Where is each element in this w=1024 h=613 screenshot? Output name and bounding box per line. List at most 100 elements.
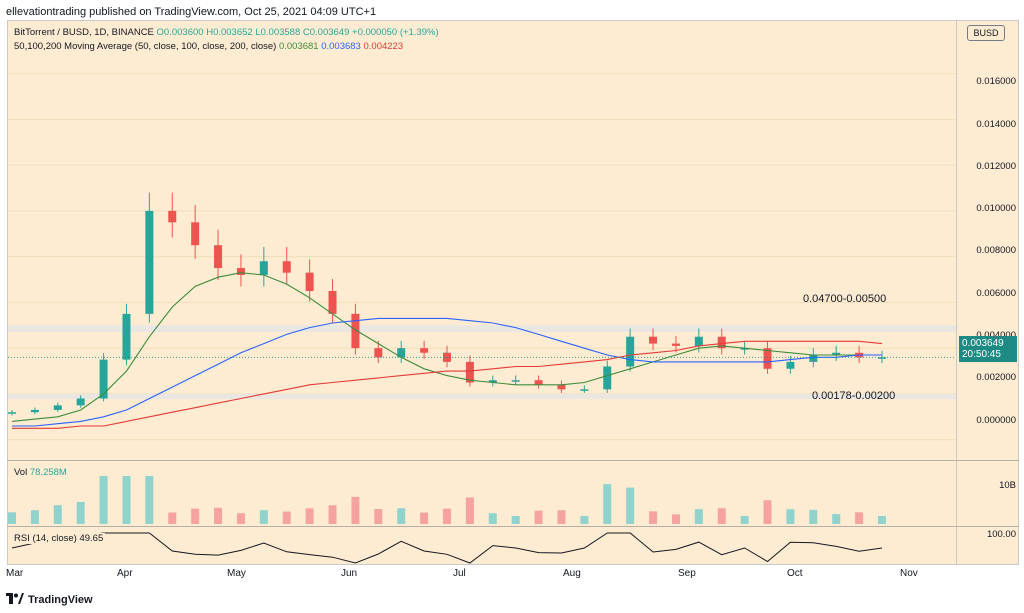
volume-bar xyxy=(511,516,520,524)
volume-bar xyxy=(694,509,703,524)
price-tick: 0.000000 xyxy=(976,415,1016,426)
pane-separator[interactable] xyxy=(7,526,1019,527)
volume-bar xyxy=(465,497,474,524)
symbol-legend[interactable]: BitTorrent / BUSD, 1D, BINANCE O0.003600… xyxy=(14,27,439,38)
last-price: 0.003649 xyxy=(962,338,1004,349)
price-axis[interactable] xyxy=(957,20,1019,565)
time-axis[interactable]: Mar Apr May Jun Jul Aug Sep Oct Nov xyxy=(6,565,1019,582)
last-price-tag: 0.003649 20:50:45 xyxy=(959,336,1017,362)
volume-label: Vol xyxy=(14,467,28,478)
candle-body xyxy=(214,245,223,269)
volume-bar xyxy=(374,509,383,524)
rsi-legend[interactable]: RSI (14, close) 49.65 xyxy=(14,533,106,544)
volume-bar xyxy=(122,476,131,524)
price-tick: 0.016000 xyxy=(976,76,1016,87)
volume-bar xyxy=(855,512,864,524)
volume-bar xyxy=(420,512,429,524)
time-label-jun: Jun xyxy=(341,568,358,579)
volume-legend[interactable]: Vol 78.258M xyxy=(14,467,67,478)
candle-body xyxy=(236,268,245,275)
candle-body xyxy=(534,380,543,385)
candle-body xyxy=(53,405,62,410)
currency-button[interactable]: BUSD xyxy=(967,25,1005,41)
pane-separator[interactable] xyxy=(7,460,1019,461)
time-label-jul: Jul xyxy=(453,568,466,579)
candle-body xyxy=(397,348,406,358)
volume-bar xyxy=(351,496,360,524)
low-value: L0.003588 xyxy=(255,27,301,38)
time-label-aug: Aug xyxy=(563,568,581,579)
volume-bar xyxy=(443,508,451,524)
volume-bar xyxy=(717,508,726,524)
candle-body xyxy=(259,261,268,275)
volume-bar xyxy=(671,514,680,524)
volume-bar xyxy=(214,507,223,524)
price-tick: 0.002000 xyxy=(976,372,1016,383)
volume-bar xyxy=(786,509,795,524)
resistance-label: 0.04700-0.00500 xyxy=(803,293,887,305)
ma-line xyxy=(12,317,882,427)
candle-body xyxy=(351,313,360,349)
tradingview-brand: TradingView xyxy=(28,594,93,606)
candle-body xyxy=(626,336,635,367)
volume-bar xyxy=(236,513,245,524)
volume-bar xyxy=(30,510,39,524)
candle-body xyxy=(763,348,772,369)
rsi-label: RSI (14, close) xyxy=(14,533,77,544)
tradingview-logo[interactable]: TradingView xyxy=(6,593,93,606)
candle-body xyxy=(717,336,726,349)
volume-bar xyxy=(99,476,108,524)
price-tick: 0.004000 xyxy=(976,330,1016,341)
volume-bar xyxy=(259,510,268,524)
time-label-apr: Apr xyxy=(117,568,133,579)
chart-area[interactable] xyxy=(7,20,957,565)
candle-body xyxy=(557,384,566,390)
level-zone xyxy=(8,325,956,333)
ma-line xyxy=(12,340,883,429)
candle-body xyxy=(443,352,451,362)
volume-bar xyxy=(488,513,497,524)
candle-body xyxy=(282,261,291,273)
level-zone xyxy=(8,393,956,399)
ma-legend-label: 50,100,200 Moving Average (50, close, 10… xyxy=(14,41,277,52)
volume-bar xyxy=(832,514,841,524)
volume-bar xyxy=(740,516,749,524)
candle-body xyxy=(786,361,795,369)
time-label-mar: Mar xyxy=(6,568,24,579)
time-label-sep: Sep xyxy=(678,568,696,579)
volume-bar xyxy=(328,505,337,524)
price-tick: 0.008000 xyxy=(976,245,1016,256)
ma200-value: 0.004223 xyxy=(363,41,404,52)
volume-bar xyxy=(878,516,886,524)
price-tick: 0.012000 xyxy=(976,161,1016,172)
candle-body xyxy=(878,357,886,359)
volume-bar xyxy=(168,512,177,524)
candle-body xyxy=(30,409,39,413)
ma-line xyxy=(11,272,882,422)
candle-body xyxy=(809,355,818,362)
price-tick: 0.014000 xyxy=(976,119,1016,130)
volume-axis-tick: 10B xyxy=(999,480,1016,491)
volume-bar xyxy=(53,505,62,524)
volume-bar xyxy=(603,484,612,524)
candle-body xyxy=(145,210,154,314)
ma-legend[interactable]: 50,100,200 Moving Average (50, close, 10… xyxy=(14,41,403,52)
candle-body xyxy=(76,398,85,406)
ma100-value: 0.003683 xyxy=(321,41,361,52)
rsi-value: 49.65 xyxy=(79,533,104,544)
tradingview-logo-icon xyxy=(6,593,24,604)
volume-bar xyxy=(809,509,818,524)
high-value: H0.003652 xyxy=(206,27,253,38)
candle-body xyxy=(191,222,200,246)
candle-body xyxy=(649,336,658,344)
candle-body xyxy=(671,343,680,346)
rsi-line xyxy=(11,532,883,564)
bar-countdown: 20:50:45 xyxy=(962,349,1001,360)
volume-bar xyxy=(626,487,635,524)
time-label-oct: Oct xyxy=(787,568,803,579)
price-tick: 0.010000 xyxy=(976,203,1016,214)
candle-body xyxy=(99,359,108,399)
candle-body xyxy=(328,290,337,314)
